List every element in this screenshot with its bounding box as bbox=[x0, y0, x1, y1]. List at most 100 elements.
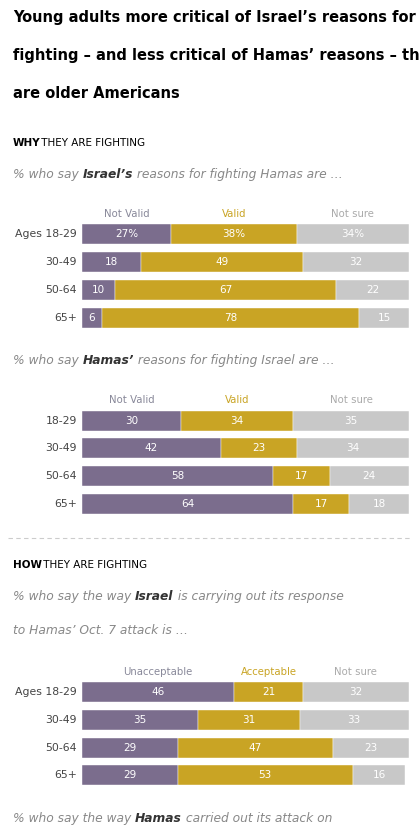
Text: 32: 32 bbox=[349, 257, 362, 267]
Text: 58: 58 bbox=[171, 471, 184, 481]
Text: Not sure: Not sure bbox=[330, 395, 373, 405]
Text: 24: 24 bbox=[362, 471, 376, 481]
Text: 49: 49 bbox=[215, 257, 229, 267]
Text: 65+: 65+ bbox=[54, 771, 77, 781]
Text: reasons for fighting Israel are …: reasons for fighting Israel are … bbox=[134, 354, 335, 368]
Text: 18: 18 bbox=[105, 257, 118, 267]
Text: 29: 29 bbox=[123, 771, 136, 781]
Bar bbox=[115, 279, 336, 299]
Text: 6: 6 bbox=[89, 313, 95, 323]
Text: % who say: % who say bbox=[13, 354, 83, 368]
Text: 33: 33 bbox=[348, 715, 361, 725]
Text: 78: 78 bbox=[224, 313, 237, 323]
Text: Ages 18-29: Ages 18-29 bbox=[15, 229, 77, 239]
Text: carried out its attack on: carried out its attack on bbox=[182, 812, 332, 825]
Text: 18-29: 18-29 bbox=[46, 415, 77, 425]
Text: 23: 23 bbox=[252, 444, 265, 454]
Bar bbox=[82, 766, 178, 786]
Text: 34: 34 bbox=[346, 444, 359, 454]
Text: 15: 15 bbox=[377, 313, 391, 323]
Bar bbox=[82, 466, 273, 486]
Text: 50-64: 50-64 bbox=[45, 471, 77, 481]
Text: 64: 64 bbox=[181, 499, 194, 509]
Text: 30-49: 30-49 bbox=[45, 444, 77, 454]
Bar bbox=[181, 410, 293, 430]
Bar bbox=[82, 308, 102, 328]
Text: Valid: Valid bbox=[225, 395, 249, 405]
Text: 23: 23 bbox=[364, 742, 378, 752]
Bar bbox=[234, 682, 303, 702]
Text: is carrying out its response: is carrying out its response bbox=[173, 590, 344, 603]
Text: 50-64: 50-64 bbox=[45, 742, 77, 752]
Bar bbox=[273, 466, 330, 486]
Text: Valid: Valid bbox=[222, 208, 246, 219]
Text: Israel’s: Israel’s bbox=[83, 168, 133, 181]
Text: Israel: Israel bbox=[135, 590, 173, 603]
Bar bbox=[297, 439, 409, 459]
Text: to Hamas’ Oct. 7 attack is …: to Hamas’ Oct. 7 attack is … bbox=[13, 624, 188, 637]
Bar bbox=[297, 224, 409, 244]
Bar bbox=[178, 737, 333, 757]
Bar bbox=[82, 279, 115, 299]
Text: Unacceptable: Unacceptable bbox=[123, 666, 192, 676]
Text: 67: 67 bbox=[219, 284, 232, 294]
Text: 34: 34 bbox=[231, 415, 244, 425]
Bar bbox=[220, 439, 297, 459]
Text: 16: 16 bbox=[373, 771, 386, 781]
Text: Young adults more critical of Israel’s reasons for: Young adults more critical of Israel’s r… bbox=[13, 10, 416, 25]
Text: 30-49: 30-49 bbox=[45, 715, 77, 725]
Text: % who say the way: % who say the way bbox=[13, 590, 135, 603]
Bar bbox=[333, 737, 409, 757]
Bar bbox=[178, 766, 353, 786]
Text: 22: 22 bbox=[366, 284, 379, 294]
Bar bbox=[353, 766, 405, 786]
Bar bbox=[82, 410, 181, 430]
Text: 32: 32 bbox=[349, 687, 362, 697]
Bar bbox=[359, 308, 409, 328]
Text: HOW: HOW bbox=[13, 560, 42, 570]
Text: 65+: 65+ bbox=[54, 313, 77, 323]
Bar bbox=[82, 252, 142, 272]
Text: THEY ARE FIGHTING: THEY ARE FIGHTING bbox=[38, 138, 145, 148]
Bar bbox=[330, 466, 409, 486]
Text: 29: 29 bbox=[123, 742, 136, 752]
Text: WHY: WHY bbox=[13, 138, 41, 148]
Text: 50-64: 50-64 bbox=[45, 284, 77, 294]
Text: Not sure: Not sure bbox=[334, 666, 377, 676]
Text: 34%: 34% bbox=[341, 229, 364, 239]
Text: 65+: 65+ bbox=[54, 499, 77, 509]
Bar bbox=[197, 710, 300, 730]
Bar bbox=[300, 710, 409, 730]
Text: 17: 17 bbox=[315, 499, 328, 509]
Text: Not Valid: Not Valid bbox=[104, 208, 150, 219]
Text: % who say the way: % who say the way bbox=[13, 812, 135, 825]
Text: 10: 10 bbox=[92, 284, 105, 294]
Text: 27%: 27% bbox=[115, 229, 138, 239]
Text: 38%: 38% bbox=[222, 229, 245, 239]
Bar bbox=[293, 410, 409, 430]
Bar bbox=[142, 252, 303, 272]
Text: 31: 31 bbox=[242, 715, 255, 725]
Bar bbox=[82, 710, 197, 730]
Bar bbox=[82, 224, 171, 244]
Text: 46: 46 bbox=[151, 687, 165, 697]
Bar bbox=[82, 494, 293, 514]
Bar bbox=[82, 737, 178, 757]
Text: Not Valid: Not Valid bbox=[109, 395, 154, 405]
Bar bbox=[82, 439, 220, 459]
Bar bbox=[336, 279, 409, 299]
Text: 53: 53 bbox=[259, 771, 272, 781]
Text: Ages 18-29: Ages 18-29 bbox=[15, 687, 77, 697]
Text: 18: 18 bbox=[373, 499, 386, 509]
Text: 17: 17 bbox=[295, 471, 308, 481]
Text: 21: 21 bbox=[262, 687, 275, 697]
Bar bbox=[82, 682, 234, 702]
Text: Not sure: Not sure bbox=[331, 208, 374, 219]
Bar bbox=[293, 494, 349, 514]
Text: 47: 47 bbox=[249, 742, 262, 752]
Bar bbox=[303, 252, 409, 272]
Text: 30: 30 bbox=[125, 415, 138, 425]
Text: reasons for fighting Hamas are …: reasons for fighting Hamas are … bbox=[133, 168, 343, 181]
Text: 30-49: 30-49 bbox=[45, 257, 77, 267]
Bar bbox=[102, 308, 359, 328]
